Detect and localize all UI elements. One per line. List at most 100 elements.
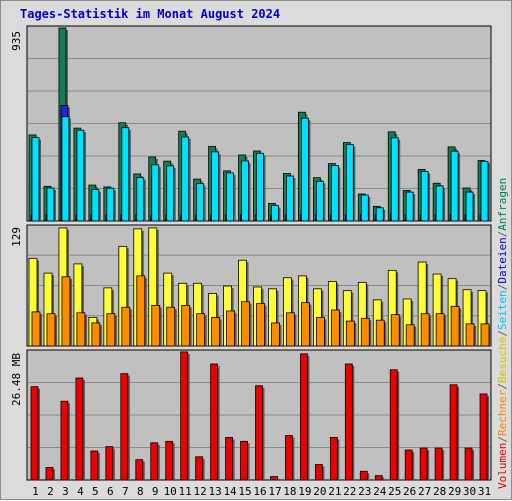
x-tick-label-day-30: 30 (463, 485, 476, 498)
y-max-label-1: 935 (10, 31, 23, 51)
bar-rechner-day-2 (46, 313, 56, 347)
bar-rechner-day-15 (241, 301, 250, 347)
x-tick-label-day-15: 15 (238, 485, 251, 498)
bar-seiten-day-18 (286, 175, 294, 222)
legend-item: Anfragen (496, 178, 509, 231)
bar-seiten-day-27 (420, 171, 429, 222)
bar-rechner-day-11 (181, 305, 191, 347)
x-tick-label-day-22: 22 (343, 485, 356, 498)
bar-volumen-day-14 (225, 437, 233, 481)
bar-rechner-day-3 (61, 276, 71, 347)
legend-item: Besuche (496, 337, 509, 383)
legend-item: / (496, 436, 509, 443)
bar-seiten-day-11 (181, 136, 190, 222)
y-max-label-2: 129 (10, 227, 23, 247)
bar-volumen-day-3 (60, 400, 69, 481)
bar-volumen-day-27 (419, 447, 428, 481)
legend: Volumen/Rechner/Besuche/Seiten/Dateien/A… (496, 178, 509, 489)
bar-volumen-day-11 (180, 351, 189, 481)
bar-rechner-day-20 (315, 317, 325, 347)
bar-seiten-day-12 (196, 183, 205, 222)
bar-seiten-day-26 (405, 191, 414, 222)
bar-volumen-day-28 (434, 447, 443, 481)
legend-item: Dateien (496, 237, 509, 283)
x-tick-label-day-8: 8 (137, 485, 144, 498)
x-tick-label-day-10: 10 (164, 485, 177, 498)
bar-seiten-day-10 (166, 165, 175, 222)
bar-volumen-day-25 (389, 369, 398, 481)
bar-rechner-day-9 (151, 305, 161, 347)
bar-volumen-day-21 (329, 437, 338, 481)
bar-seiten-day-16 (256, 152, 264, 222)
x-tick-label-day-24: 24 (373, 485, 387, 498)
legend-item: / (496, 231, 509, 238)
chart-title: Tages-Statistik im Monat August 2024 (20, 7, 281, 21)
bar-seiten-day-30 (465, 191, 474, 222)
bar-seiten-day-13 (211, 151, 220, 222)
bar-volumen-day-26 (404, 449, 413, 481)
bar-seiten-day-28 (435, 185, 444, 222)
bar-seiten-day-29 (450, 150, 459, 222)
bar-volumen-day-18 (285, 435, 293, 481)
bar-seiten-day-7 (121, 127, 130, 222)
x-tick-label-day-14: 14 (223, 485, 237, 498)
bar-seiten-day-15 (241, 160, 249, 222)
x-tick-label-day-12: 12 (194, 485, 207, 498)
bar-volumen-day-10 (165, 440, 174, 481)
bar-rechner-day-16 (256, 303, 265, 347)
bar-seiten-day-6 (106, 187, 115, 222)
bar-volumen-day-24 (374, 475, 383, 481)
bar-volumen-day-31 (479, 393, 488, 481)
bar-volumen-day-1 (30, 386, 39, 481)
bar-rechner-day-8 (136, 275, 146, 347)
x-tick-label-day-27: 27 (418, 485, 431, 498)
bar-seiten-day-8 (136, 177, 145, 222)
x-tick-label-day-9: 9 (152, 485, 159, 498)
x-tick-label-day-11: 11 (179, 485, 192, 498)
bar-seiten-day-23 (360, 194, 369, 222)
bar-rechner-day-30 (465, 323, 475, 347)
bar-rechner-day-28 (435, 313, 445, 347)
bar-seiten-day-17 (271, 205, 279, 222)
bar-seiten-day-22 (345, 144, 354, 222)
legend-item: / (496, 284, 509, 291)
bar-rechner-day-23 (360, 317, 370, 347)
bar-volumen-day-2 (45, 467, 54, 481)
x-tick-label-day-1: 1 (32, 485, 39, 498)
bar-rechner-day-12 (196, 313, 206, 347)
bar-seiten-day-19 (301, 117, 309, 222)
bar-rechner-day-7 (121, 306, 131, 347)
x-tick-label-day-25: 25 (388, 485, 401, 498)
bar-rechner-day-18 (286, 312, 295, 347)
x-tick-label-day-5: 5 (92, 485, 99, 498)
bar-volumen-day-17 (270, 476, 278, 481)
x-tick-label-day-6: 6 (107, 485, 114, 498)
bar-seiten-day-21 (330, 165, 339, 222)
x-tick-label-day-21: 21 (328, 485, 341, 498)
bar-seiten-day-9 (151, 164, 160, 222)
bar-seiten-day-5 (91, 189, 100, 222)
x-tick-label-day-3: 3 (62, 485, 69, 498)
bar-rechner-day-10 (166, 306, 176, 347)
bar-seiten-day-4 (76, 129, 85, 222)
bar-volumen-day-9 (150, 442, 159, 481)
bar-seiten-day-25 (390, 137, 399, 222)
x-tick-label-day-13: 13 (208, 485, 221, 498)
bar-seiten-day-24 (375, 207, 384, 222)
x-tick-label-day-19: 19 (298, 485, 311, 498)
bar-rechner-day-6 (106, 313, 116, 347)
bar-volumen-day-29 (449, 384, 458, 481)
x-tick-label-day-31: 31 (478, 485, 491, 498)
bar-volumen-day-5 (90, 450, 99, 481)
x-tick-label-day-29: 29 (448, 485, 461, 498)
bar-volumen-day-12 (195, 456, 204, 481)
bar-rechner-day-13 (211, 317, 221, 347)
legend-item: / (496, 330, 509, 337)
x-tick-label-day-26: 26 (403, 485, 416, 498)
legend-item: Volumen (496, 443, 509, 489)
bar-rechner-day-31 (480, 323, 490, 347)
bar-volumen-day-7 (120, 373, 129, 481)
bar-volumen-day-19 (300, 353, 308, 481)
